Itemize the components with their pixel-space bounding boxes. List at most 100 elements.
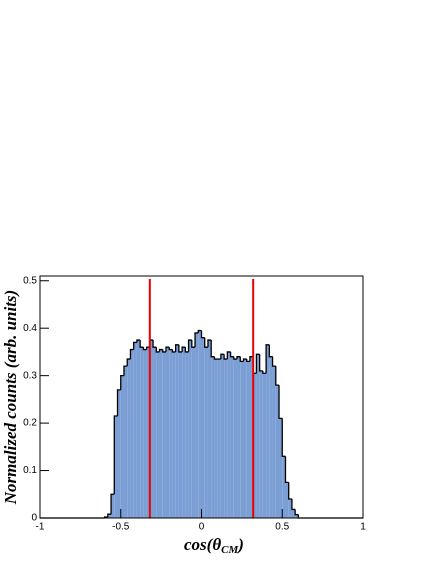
bar-outline: [220, 353, 225, 360]
bar-outline: [268, 344, 273, 358]
bar: [230, 356, 234, 518]
y-axis-label: Normalized counts (arb. units): [1, 290, 20, 505]
bar: [156, 351, 160, 518]
bar: [227, 351, 231, 518]
bar: [172, 351, 176, 518]
bar-outline: [281, 418, 286, 457]
bar-outline: [249, 356, 254, 362]
bar-outline: [145, 346, 150, 350]
bar-outline: [294, 509, 299, 516]
bar-outline: [136, 339, 141, 343]
bar-outline: [133, 341, 137, 350]
bar: [162, 351, 166, 518]
bar-outline: [226, 351, 231, 360]
bar: [272, 366, 276, 518]
bar-outline: [184, 347, 189, 353]
bar: [217, 359, 221, 518]
x-label-close: ): [236, 535, 244, 554]
bar: [259, 370, 263, 518]
x-label-sub: CM: [221, 544, 239, 556]
bar: [204, 347, 208, 518]
bar: [178, 351, 183, 518]
bar-outline: [213, 356, 218, 360]
y-tick-label: 0: [31, 513, 37, 524]
bar: [214, 359, 218, 518]
bar: [249, 356, 254, 518]
bar-outline: [262, 370, 267, 374]
bar-outline: [233, 356, 238, 360]
bar: [111, 494, 115, 518]
bar-outline: [265, 344, 270, 374]
x-tick-label: 1: [360, 522, 366, 533]
bar: [288, 499, 292, 518]
bar: [224, 359, 228, 518]
bar-outline: [291, 499, 296, 511]
bar: [291, 509, 296, 518]
x-label-main: cos(θ: [184, 535, 221, 554]
bar-outline: [110, 493, 115, 515]
bar: [211, 356, 215, 518]
bar: [269, 356, 273, 518]
bar: [266, 344, 270, 518]
bar: [175, 344, 179, 518]
bar-outline: [120, 374, 124, 390]
bar-outline: [139, 340, 144, 348]
bar-outline: [142, 347, 147, 351]
bar: [195, 332, 199, 518]
bar: [253, 373, 257, 518]
bar: [146, 347, 150, 518]
bar-outline: [126, 358, 131, 367]
bar: [143, 349, 147, 518]
bar-outline: [246, 359, 250, 363]
bar: [282, 456, 286, 518]
bar-outline: [181, 346, 186, 352]
bar-outline: [129, 348, 134, 360]
bar-outline: [210, 340, 215, 358]
bar: [246, 361, 250, 518]
x-tick-label: 0.5: [275, 522, 289, 533]
bar-outline: [229, 351, 234, 358]
bar-outline: [175, 344, 179, 352]
bar: [240, 361, 244, 518]
bar: [185, 351, 189, 518]
bar: [127, 359, 131, 518]
bar: [130, 349, 134, 518]
bar-outline: [255, 353, 260, 374]
bar: [256, 354, 260, 518]
bar-outline: [168, 347, 173, 351]
bar-outline: [200, 330, 205, 339]
bar-outline: [158, 348, 163, 352]
bar-outline: [113, 415, 118, 495]
bar: [243, 359, 247, 518]
bar-outline: [284, 456, 289, 484]
bar: [159, 349, 163, 518]
bar: [140, 347, 144, 518]
bar: [220, 354, 225, 518]
y-tick-label: 0.4: [23, 323, 37, 334]
bar-outline: [242, 358, 247, 362]
y-tick-label: 0.1: [23, 465, 37, 476]
bar-outline: [178, 344, 183, 353]
bar: [165, 347, 170, 518]
y-tick-label: 0.3: [23, 370, 37, 381]
bar: [201, 337, 205, 518]
bar: [191, 347, 196, 518]
bar: [117, 389, 121, 518]
bar: [149, 340, 154, 518]
bar-outline: [162, 349, 166, 353]
bar-outline: [123, 365, 128, 376]
bar: [262, 373, 267, 518]
bar-outline: [239, 356, 244, 363]
bar: [107, 514, 112, 518]
bar: [133, 342, 137, 518]
bar-outline: [152, 340, 157, 348]
bar: [275, 385, 280, 518]
x-axis-label: cos(θCM): [184, 535, 244, 556]
y-tick-label: 0.5: [23, 275, 37, 286]
bar-outline: [271, 356, 276, 367]
bar-outline: [116, 389, 121, 416]
bar-outline: [278, 385, 283, 420]
bar: [207, 340, 212, 518]
y-tick-label: 0.2: [23, 418, 37, 429]
